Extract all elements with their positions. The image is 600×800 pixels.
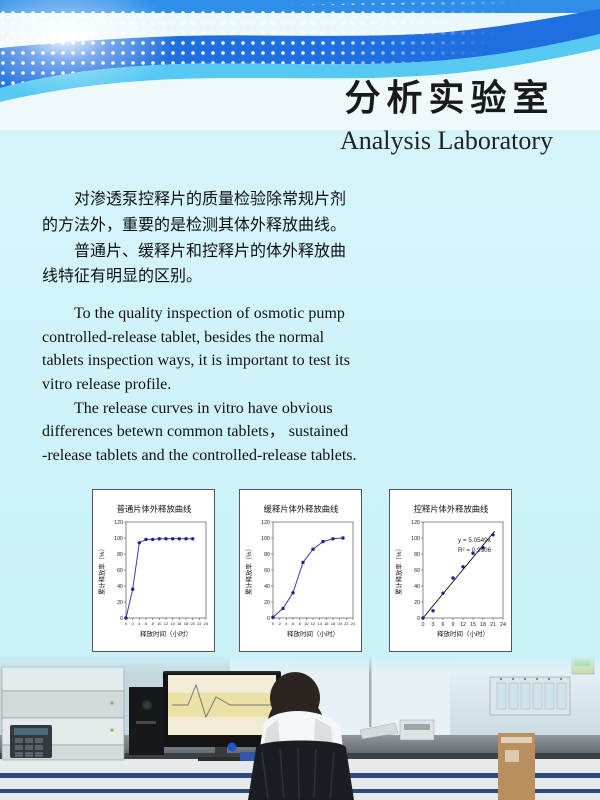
svg-text:80: 80 [264,552,270,558]
svg-text:累计释放率（%）: 累计释放率（%） [244,545,253,595]
svg-text:24: 24 [203,621,208,626]
svg-text:24: 24 [500,622,506,628]
svg-text:0: 0 [417,616,420,622]
svg-text:20: 20 [338,621,343,626]
svg-text:4: 4 [286,621,289,626]
svg-text:y = 5.0549x: y = 5.0549x [458,537,492,544]
svg-text:9: 9 [452,622,455,628]
svg-text:8: 8 [299,621,302,626]
svg-text:2: 2 [131,621,134,626]
svg-text:6: 6 [144,621,147,626]
svg-text:40: 40 [414,584,420,590]
svg-text:120: 120 [411,520,420,526]
svg-text:100: 100 [411,536,420,542]
svg-text:18: 18 [331,621,336,626]
svg-text:6: 6 [442,622,445,628]
svg-text:15: 15 [470,622,476,628]
svg-text:14: 14 [170,621,175,626]
svg-text:缓释片体外释放曲线: 缓释片体外释放曲线 [264,504,339,514]
svg-text:20: 20 [190,621,195,626]
svg-text:120: 120 [114,520,123,526]
svg-text:R² = 0.9906: R² = 0.9906 [458,547,492,554]
svg-text:12: 12 [460,622,466,628]
svg-text:12: 12 [311,621,316,626]
svg-text:普通片体外释放曲线: 普通片体外释放曲线 [116,504,191,514]
svg-text:释放时间（小时）: 释放时间（小时） [287,629,339,638]
svg-text:10: 10 [157,621,162,626]
svg-text:释放时间（小时）: 释放时间（小时） [437,629,489,638]
svg-text:3: 3 [432,622,435,628]
svg-text:120: 120 [262,520,271,526]
svg-text:4: 4 [138,621,141,626]
svg-text:40: 40 [264,584,270,590]
svg-text:22: 22 [344,621,349,626]
svg-text:10: 10 [304,621,309,626]
svg-text:20: 20 [414,600,420,606]
svg-text:80: 80 [117,552,123,558]
svg-text:0: 0 [422,622,425,628]
svg-text:0: 0 [120,616,123,622]
svg-text:100: 100 [114,536,123,542]
svg-text:12: 12 [163,621,168,626]
svg-text:释放时间（小时）: 释放时间（小时） [140,629,192,638]
svg-text:60: 60 [117,568,123,574]
svg-text:14: 14 [318,621,323,626]
svg-text:6: 6 [292,621,295,626]
svg-text:18: 18 [183,621,188,626]
svg-text:0: 0 [272,621,275,626]
svg-text:累计释放率（%）: 累计释放率（%） [394,545,403,595]
svg-text:20: 20 [117,600,123,606]
svg-text:21: 21 [490,622,496,628]
svg-text:100: 100 [262,536,271,542]
svg-text:16: 16 [324,621,329,626]
svg-text:22: 22 [197,621,202,626]
svg-text:0: 0 [267,616,270,622]
svg-text:18: 18 [480,622,486,628]
svg-text:80: 80 [414,552,420,558]
svg-text:60: 60 [414,568,420,574]
svg-text:控释片体外释放曲线: 控释片体外释放曲线 [414,504,489,514]
svg-text:2: 2 [279,621,282,626]
svg-text:60: 60 [264,568,270,574]
svg-text:24: 24 [351,621,356,626]
svg-text:40: 40 [117,584,123,590]
svg-text:16: 16 [177,621,182,626]
svg-text:20: 20 [264,600,270,606]
svg-text:0: 0 [124,621,127,626]
svg-text:累计释放率（%）: 累计释放率（%） [97,545,106,595]
svg-text:8: 8 [151,621,154,626]
